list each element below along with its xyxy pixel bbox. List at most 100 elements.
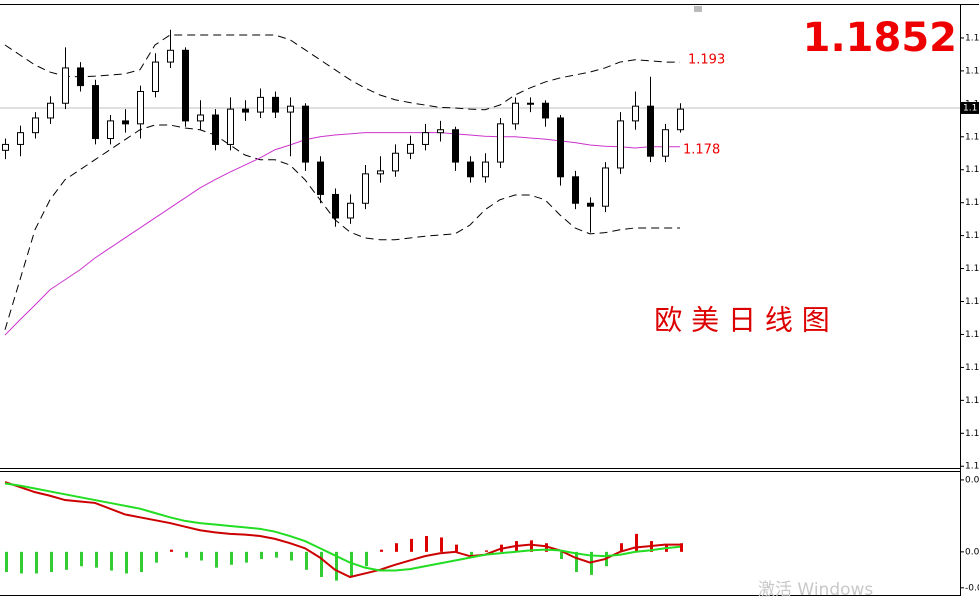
candle-body: [587, 202, 594, 207]
candle-body: [272, 96, 279, 113]
macd-bar: [395, 543, 398, 552]
macd-bar: [200, 551, 203, 561]
candle-body: [197, 114, 204, 122]
macd-bar: [365, 551, 368, 567]
y-tick-label: 1.1: [965, 396, 979, 406]
candle-body: [392, 152, 399, 172]
candle-body: [512, 102, 519, 125]
candle-body: [527, 102, 534, 105]
macd-bar: [95, 551, 98, 568]
candle-body: [617, 120, 624, 169]
candle-body: [317, 161, 324, 195]
macd-bar: [350, 551, 353, 578]
candle-body: [647, 105, 654, 157]
macd-bar: [335, 551, 338, 581]
candle-body: [227, 108, 234, 145]
y-tick-label: 1.1: [965, 363, 979, 373]
macd-bar: [530, 540, 533, 552]
icon: [694, 6, 702, 12]
candle-body: [542, 102, 549, 119]
candle-body: [377, 170, 384, 175]
macd-bar: [680, 543, 683, 552]
candle-body: [602, 167, 609, 207]
y-tick-label: 1.1: [965, 33, 979, 43]
macd-bar: [215, 551, 218, 568]
macd-bar: [620, 543, 623, 552]
macd-bar: [455, 544, 458, 552]
current-price-label: 1.1: [963, 103, 977, 113]
y-tick-label: 1.1: [965, 264, 979, 274]
macd-bar: [125, 551, 128, 574]
y-tick-label: 1.1: [965, 462, 979, 472]
macd-bar: [470, 551, 473, 556]
candle-body: [92, 85, 99, 140]
macd-bar: [110, 551, 113, 571]
candle-body: [437, 129, 444, 134]
y-tick-label: 1.1: [965, 132, 979, 142]
candle-body: [497, 123, 504, 163]
annotation: 1.193: [688, 53, 725, 68]
macd-bar: [155, 551, 158, 563]
y-tick-label: 1.1: [965, 330, 979, 340]
price-title: 1.1852: [803, 15, 957, 61]
overlay-line: [4, 132, 680, 336]
candle-body: [257, 96, 264, 113]
candle-body: [572, 176, 579, 204]
macd-bar: [245, 551, 248, 563]
candle-body: [2, 143, 9, 151]
candle-body: [122, 120, 129, 125]
macd-bar: [635, 533, 638, 552]
candle-body: [212, 114, 219, 145]
current-price-box: [961, 101, 979, 114]
candle-body: [152, 61, 159, 92]
candle-body: [422, 132, 429, 145]
y-tick-label: 1.1: [965, 66, 979, 76]
macd-line: [4, 481, 680, 579]
macd-bar: [140, 551, 143, 572]
candle-body: [242, 108, 249, 113]
macd-bar: [590, 551, 593, 575]
macd-bar: [275, 551, 278, 558]
macd-bar: [260, 551, 263, 560]
candle-body: [467, 161, 474, 178]
macd-bar: [305, 551, 308, 570]
macd-bar: [290, 551, 293, 561]
candle-body: [662, 129, 669, 157]
candle-body: [302, 105, 309, 163]
y-tick-label: -0.0: [965, 583, 979, 593]
macd-bar: [80, 551, 83, 567]
candle-body: [107, 120, 114, 140]
candle-body: [137, 90, 144, 125]
y-tick-label: 0.00: [965, 547, 979, 557]
macd-bar: [560, 551, 563, 560]
annotation: 1.178: [683, 143, 720, 158]
candle-body: [332, 193, 339, 219]
macd-bar: [575, 551, 578, 572]
chart-subtitle: 欧 美 日 线 图: [654, 304, 830, 337]
candle-body: [47, 102, 54, 119]
y-tick-label: 1.1: [965, 231, 979, 241]
candle-body: [347, 202, 354, 219]
candle-body: [407, 143, 414, 154]
macd-bar: [170, 549, 173, 552]
y-tick-label: 1.1: [965, 429, 979, 439]
candle-body: [677, 108, 684, 131]
macd-bar: [185, 551, 188, 558]
candle-body: [632, 105, 639, 122]
macd-bar: [5, 551, 8, 572]
macd-bar: [485, 550, 488, 552]
candle-body: [17, 132, 24, 145]
macd-bar: [440, 537, 443, 552]
candle-body: [167, 49, 174, 63]
macd-bar: [35, 551, 38, 574]
macd-bar: [20, 551, 23, 574]
candle-body: [62, 67, 69, 104]
candle-body: [32, 117, 39, 134]
macd-bar: [50, 551, 53, 572]
candle-body: [77, 67, 84, 87]
macd-bar: [320, 551, 323, 578]
y-tick-label: 1.1: [965, 198, 979, 208]
y-tick-label: 0.01: [965, 475, 979, 485]
